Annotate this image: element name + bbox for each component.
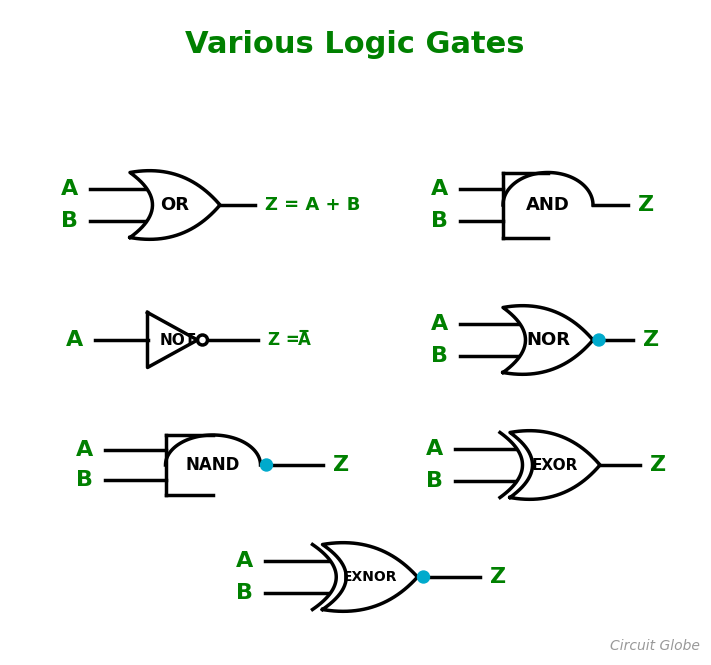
Text: A: A: [60, 179, 78, 199]
Text: Z: Z: [638, 195, 654, 215]
Text: B: B: [431, 346, 448, 366]
Text: Z: Z: [650, 455, 666, 475]
Text: B: B: [61, 211, 78, 231]
Text: NAND: NAND: [186, 456, 240, 474]
Text: Various Logic Gates: Various Logic Gates: [186, 30, 525, 59]
Text: OR: OR: [161, 196, 190, 214]
Text: A: A: [297, 331, 311, 349]
Text: A: A: [426, 439, 443, 459]
Text: B: B: [431, 211, 448, 231]
Text: Circuit Globe: Circuit Globe: [610, 639, 700, 653]
Text: B: B: [236, 583, 253, 603]
Text: Z: Z: [643, 330, 659, 350]
Text: A: A: [76, 440, 93, 460]
Text: B: B: [426, 471, 443, 491]
Text: A: A: [65, 330, 83, 350]
Text: A: A: [431, 314, 448, 334]
Circle shape: [417, 571, 429, 583]
Circle shape: [260, 459, 272, 471]
Text: AND: AND: [526, 196, 570, 214]
Text: Z: Z: [489, 567, 506, 587]
Text: Z = A + B: Z = A + B: [265, 196, 360, 214]
Text: EXOR: EXOR: [532, 458, 578, 473]
Text: NOT: NOT: [160, 332, 196, 348]
Text: A: A: [236, 551, 253, 571]
Circle shape: [593, 334, 605, 346]
Text: Z =: Z =: [267, 331, 305, 349]
Text: NOR: NOR: [526, 331, 570, 349]
Text: B: B: [76, 470, 93, 490]
Text: Z: Z: [333, 455, 348, 475]
Text: A: A: [431, 179, 448, 199]
Text: EXNOR: EXNOR: [343, 570, 397, 584]
